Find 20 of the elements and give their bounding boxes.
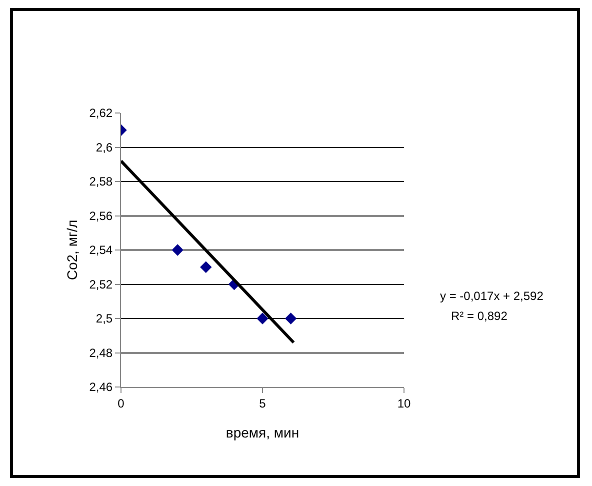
point	[172, 244, 184, 256]
point	[284, 312, 297, 324]
y-tick-label: 2,48	[89, 346, 113, 360]
text: y = -0,017x + 2,592	[440, 289, 544, 303]
x-axis-title: время, мин	[226, 424, 300, 441]
y-tick-label: 2,6	[96, 140, 113, 154]
text: R² = 0,892	[451, 309, 508, 323]
point	[256, 312, 268, 324]
y-tick-label: 2,5	[96, 312, 113, 326]
x-tick-label: 5	[259, 396, 266, 410]
y-tick-label: 2,58	[89, 174, 113, 189]
point	[200, 261, 212, 273]
y-tick-label: 2,56	[89, 208, 113, 223]
y-tick-label: 2,52	[89, 277, 113, 292]
y-tick-label: 2,46	[89, 380, 113, 394]
x-tick-label: 10	[397, 396, 411, 410]
y-tick-label: 2,54	[89, 243, 113, 258]
y-axis-title: Co2, мг/л	[64, 220, 80, 280]
x-tick-label: 0	[118, 396, 125, 410]
y-tick-label: 2,62	[89, 106, 113, 120]
